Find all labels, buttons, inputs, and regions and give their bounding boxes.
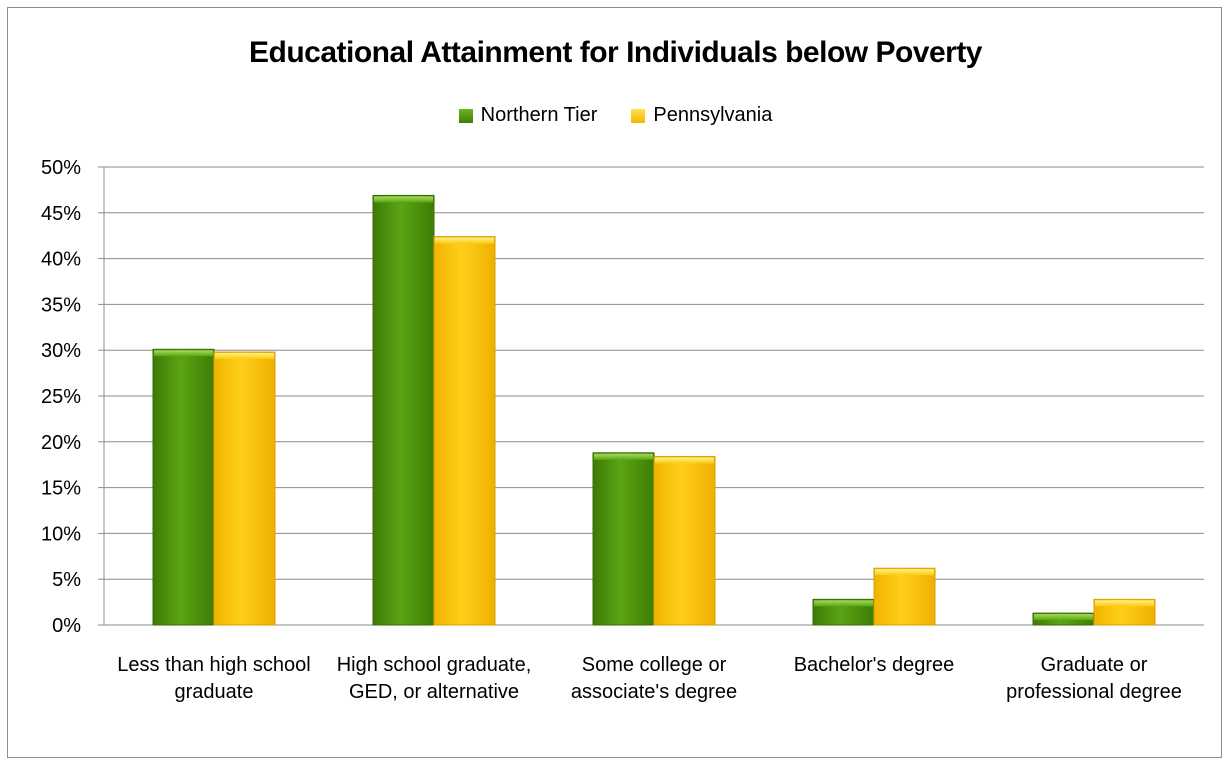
bar-cap — [374, 196, 433, 203]
legend-swatch-northern-tier — [458, 108, 473, 123]
bar-cap — [154, 350, 213, 357]
bar-body — [213, 351, 276, 626]
bar-body — [433, 236, 496, 626]
chart-legend: Northern Tier Pennsylvania — [0, 104, 1231, 127]
bar-body — [653, 455, 716, 626]
bar-pennsylvania — [1093, 598, 1156, 626]
y-tick-label: 20% — [41, 432, 81, 454]
bar-cap — [814, 600, 873, 607]
legend-item-northern-tier: Northern Tier — [458, 104, 598, 127]
legend-item-pennsylvania: Pennsylvania — [631, 104, 772, 127]
bar-cap — [215, 353, 274, 360]
bar-northern-tier — [592, 452, 655, 626]
bar-pennsylvania — [873, 567, 936, 626]
bar-cap — [594, 453, 653, 460]
bar-northern-tier — [1032, 612, 1095, 626]
bar-northern-tier — [152, 348, 215, 626]
y-tick-label: 10% — [41, 523, 81, 545]
bar-cap — [655, 457, 714, 464]
bar-pennsylvania — [213, 351, 276, 626]
x-tick-label: Bachelor's degree — [793, 654, 955, 676]
x-tick-label: Some college or associate's degree — [570, 654, 738, 703]
y-tick-label: 40% — [41, 249, 81, 271]
chart-title: Educational Attainment for Individuals b… — [249, 36, 983, 69]
bar-body — [152, 348, 215, 626]
bar-northern-tier — [372, 194, 435, 626]
bar-northern-tier — [812, 598, 875, 626]
y-tick-label: 45% — [41, 203, 81, 225]
bar-cap — [435, 237, 494, 244]
x-tick-label: High school graduate, GED, or alternativ… — [336, 654, 532, 703]
y-tick-label: 15% — [41, 478, 81, 500]
x-tick-label: Graduate or professional degree — [1006, 654, 1182, 703]
bar-cap — [1095, 600, 1154, 607]
bar-pennsylvania — [653, 455, 716, 626]
legend-label-pennsylvania: Pennsylvania — [653, 104, 773, 126]
bar-pennsylvania — [433, 236, 496, 626]
bar-cap — [875, 569, 934, 576]
y-tick-label: 50% — [41, 157, 81, 179]
bar-body — [592, 452, 655, 626]
y-tick-label: 35% — [41, 294, 81, 316]
legend-swatch-pennsylvania — [631, 108, 646, 123]
x-tick-label: Less than high school graduate — [117, 654, 311, 703]
bar-body — [873, 567, 936, 626]
y-tick-label: 25% — [41, 386, 81, 408]
y-tick-label: 0% — [52, 615, 81, 637]
legend-label-northern-tier: Northern Tier — [480, 104, 598, 126]
bar-cap — [1034, 614, 1093, 621]
y-tick-label: 5% — [52, 569, 81, 591]
y-tick-label: 30% — [41, 340, 81, 362]
bar-body — [372, 194, 435, 626]
